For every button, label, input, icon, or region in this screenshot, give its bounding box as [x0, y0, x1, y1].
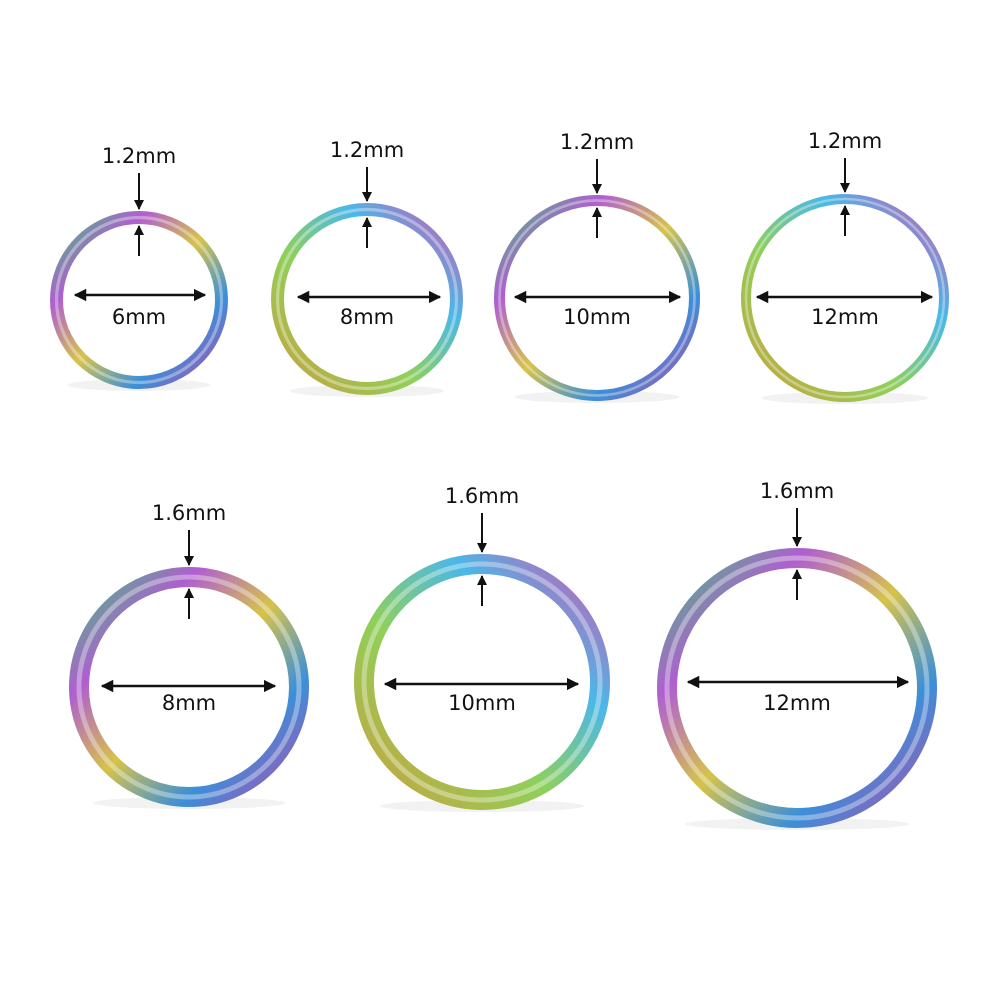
diameter-label: 10mm: [448, 691, 516, 715]
ring: [657, 548, 937, 828]
thickness-label: 1.6mm: [152, 501, 226, 525]
thickness-label: 1.6mm: [445, 484, 519, 508]
thickness-label: 1.6mm: [760, 479, 834, 503]
ring-highlight: [275, 207, 459, 391]
ring-highlight: [498, 199, 696, 397]
ring-highlight: [664, 555, 930, 821]
ring-highlight: [54, 215, 224, 385]
ring: [271, 203, 463, 395]
diameter-label: 10mm: [563, 305, 631, 329]
thickness-label: 1.2mm: [808, 129, 882, 153]
thickness-label: 1.2mm: [330, 138, 404, 162]
ring-highlight: [744, 197, 946, 399]
rings: 1.2mm 6mm 1.2mm 8mm 1.2mm 10mm 1.2mm 12mm 1.6mm 8…: [50, 129, 949, 830]
ring: [50, 211, 228, 389]
ring-highlight: [361, 561, 603, 803]
ring: [69, 567, 309, 807]
diameter-label: 8mm: [340, 305, 394, 329]
diameter-label: 12mm: [763, 691, 831, 715]
ring: [741, 194, 949, 402]
thickness-label: 1.2mm: [102, 144, 176, 168]
ring-highlight: [76, 574, 302, 800]
ring: [494, 195, 700, 401]
ring: [354, 554, 610, 810]
diameter-label: 12mm: [811, 305, 879, 329]
diameter-label: 6mm: [112, 305, 166, 329]
thickness-label: 1.2mm: [560, 130, 634, 154]
diameter-label: 8mm: [162, 691, 216, 715]
